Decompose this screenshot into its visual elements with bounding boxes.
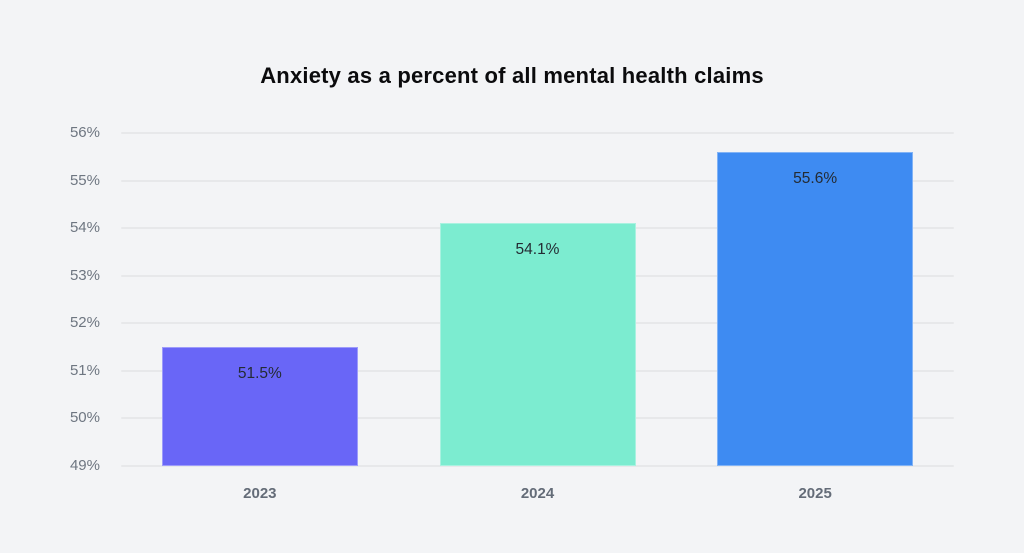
bar-value-label: 55.6% — [793, 170, 838, 188]
y-axis-tick-label: 55% — [69, 171, 100, 189]
y-axis-tick-label: 52% — [69, 314, 100, 332]
x-axis-tick-label: 2024 — [520, 485, 555, 502]
bar-value-label: 54.1% — [515, 241, 560, 259]
y-axis-tick-label: 53% — [69, 266, 100, 284]
x-axis-tick-label: 2023 — [243, 485, 277, 502]
bar-2024: 54.1% — [439, 223, 636, 466]
y-axis-tick-label: 54% — [69, 219, 100, 237]
x-axis-tick-label: 2025 — [798, 485, 832, 502]
gridline — [121, 132, 954, 134]
gridline — [121, 465, 954, 467]
y-axis-tick-label: 49% — [69, 457, 100, 474]
bar-value-label: 51.5% — [237, 365, 282, 383]
bar-2025: 55.6% — [717, 152, 914, 466]
y-axis-tick-label: 50% — [69, 409, 100, 427]
y-axis-tick-label: 56% — [69, 124, 100, 141]
plot-area: 49% 50% 51% 52% 53% 54% 55% 56% 51.5% 2023 54.1% 20… — [70, 125, 954, 502]
gridline — [121, 179, 954, 182]
chart-title: Anxiety as a percent of all mental healt… — [260, 63, 764, 88]
y-axis-tick-label: 51% — [69, 361, 100, 379]
bar-2023: 51.5% — [161, 347, 358, 466]
